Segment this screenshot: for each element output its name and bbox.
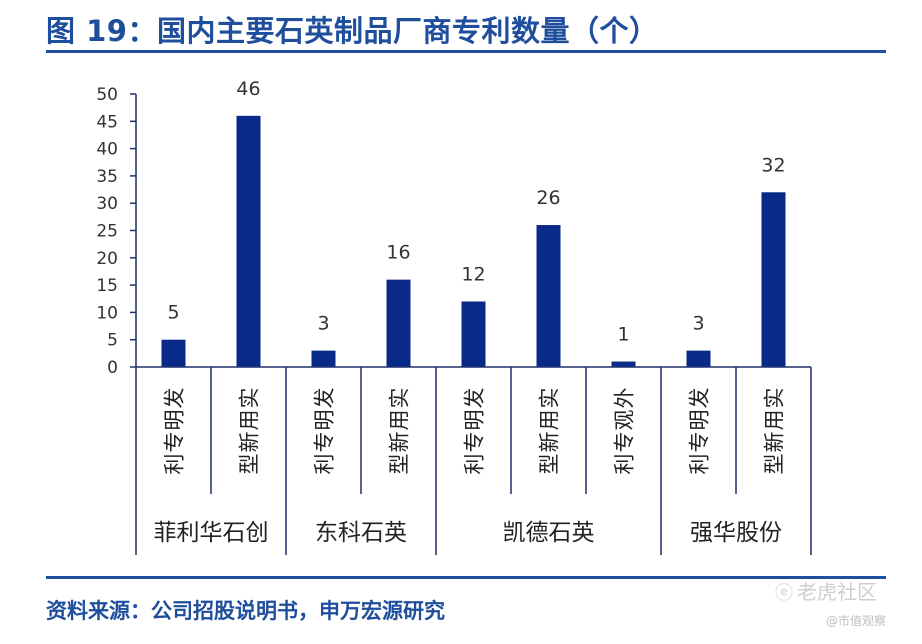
category-char: 利 xyxy=(613,454,637,475)
category-char: 明 xyxy=(688,410,712,431)
y-tick-label: 30 xyxy=(96,194,118,214)
group-label: 东科石英 xyxy=(315,520,407,546)
category-char: 外 xyxy=(613,388,637,409)
bar xyxy=(311,350,336,367)
data-label: 46 xyxy=(236,78,260,100)
category-char: 用 xyxy=(538,410,562,431)
watermark-text: 老虎社区 xyxy=(797,580,877,604)
watermark-handle: @市值观察 xyxy=(826,614,887,628)
data-label: 32 xyxy=(761,154,785,176)
category-char: 发 xyxy=(463,388,487,409)
category-char: 明 xyxy=(313,410,337,431)
y-axis: 0 5 10 15 20 25 30 35 40 45 50 xyxy=(96,85,137,378)
category-char: 专 xyxy=(613,432,637,453)
category-char: 专 xyxy=(463,432,487,453)
category-char: 型 xyxy=(538,454,562,475)
group-label: 菲利华石创 xyxy=(154,520,269,546)
y-tick-label: 25 xyxy=(96,222,118,242)
y-tick-label: 0 xyxy=(107,358,118,378)
y-tick-label: 10 xyxy=(96,303,118,323)
category-char: 利 xyxy=(163,454,187,475)
group-label: 强华股份 xyxy=(690,520,782,546)
group-label: 凯德石英 xyxy=(503,520,595,546)
y-tick-label: 20 xyxy=(96,249,118,269)
bar xyxy=(236,115,261,367)
category-char: 用 xyxy=(388,410,412,431)
category-char: 新 xyxy=(538,432,562,453)
y-tick-label: 5 xyxy=(107,331,118,351)
category-char: 利 xyxy=(688,454,712,475)
bar xyxy=(386,279,411,367)
category-char: 利 xyxy=(463,454,487,475)
bars-layer xyxy=(161,115,786,367)
category-char: 专 xyxy=(688,432,712,453)
category-char: 实 xyxy=(763,388,787,409)
category-char: 新 xyxy=(238,432,262,453)
source-note: 资料来源：公司招股说明书，申万宏源研究 xyxy=(46,599,445,623)
category-char: 专 xyxy=(313,432,337,453)
y-tick-label: 15 xyxy=(96,276,118,296)
bar xyxy=(611,361,636,367)
bar xyxy=(161,339,186,367)
data-label: 3 xyxy=(317,313,329,335)
category-char: 发 xyxy=(313,388,337,409)
category-char: 型 xyxy=(763,454,787,475)
category-char: 明 xyxy=(163,410,187,431)
data-labels-layer: 5 46 3 16 12 26 1 3 32 xyxy=(167,78,785,346)
data-label: 12 xyxy=(461,263,485,285)
category-char: 用 xyxy=(238,410,262,431)
data-label: 1 xyxy=(617,324,629,346)
footer-divider xyxy=(46,576,886,579)
category-char: 实 xyxy=(238,388,262,409)
category-char: 新 xyxy=(763,432,787,453)
bar xyxy=(461,301,486,367)
watermark: ⓔ 老虎社区 xyxy=(775,576,877,605)
tiger-logo-icon: ⓔ xyxy=(775,583,793,604)
data-label: 26 xyxy=(536,187,560,209)
category-char: 利 xyxy=(313,454,337,475)
category-char: 型 xyxy=(388,454,412,475)
figure-title: 图 19：国内主要石英制品厂商专利数量（个） xyxy=(46,14,659,48)
data-label: 16 xyxy=(386,242,410,264)
category-char: 实 xyxy=(388,388,412,409)
y-tick-label: 50 xyxy=(96,85,118,105)
y-tick-label: 45 xyxy=(96,112,118,132)
category-char: 实 xyxy=(538,388,562,409)
category-char: 明 xyxy=(463,410,487,431)
category-char: 型 xyxy=(238,454,262,475)
y-tick-label: 40 xyxy=(96,140,118,160)
x-axis: 发明专利实用新型发明专利实用新型发明专利实用新型外观专利发明专利实用新型菲利华石… xyxy=(135,366,812,555)
category-char: 观 xyxy=(613,410,637,431)
data-label: 5 xyxy=(167,302,179,324)
bar xyxy=(761,192,786,367)
category-char: 发 xyxy=(163,388,187,409)
title-divider xyxy=(46,50,886,53)
bar xyxy=(686,350,711,367)
bar xyxy=(536,225,561,367)
category-char: 发 xyxy=(688,388,712,409)
category-char: 用 xyxy=(763,410,787,431)
category-char: 专 xyxy=(163,432,187,453)
data-label: 3 xyxy=(692,313,704,335)
category-char: 新 xyxy=(388,432,412,453)
y-tick-label: 35 xyxy=(96,167,118,187)
